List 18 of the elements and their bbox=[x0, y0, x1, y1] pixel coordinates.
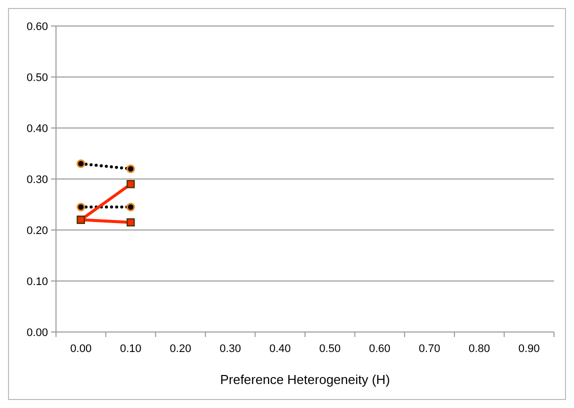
x-tick-label: 0.80 bbox=[468, 343, 490, 355]
x-tick-label: 0.90 bbox=[518, 343, 540, 355]
y-tick-label: 0.20 bbox=[26, 224, 48, 237]
y-tick-label: 0.10 bbox=[26, 276, 48, 288]
y-tick-label: 0.00 bbox=[26, 326, 48, 339]
x-tick-label: 0.10 bbox=[120, 343, 142, 355]
x-tick-label: 0.60 bbox=[368, 343, 390, 355]
x-tick-label: 0.30 bbox=[220, 343, 242, 355]
x-tick-label: 0.40 bbox=[269, 343, 291, 355]
x-tick-label: 0.20 bbox=[170, 343, 192, 355]
y-tick-label: 0.50 bbox=[26, 72, 48, 84]
x-tick-label: 0.70 bbox=[418, 343, 440, 355]
x-tick-label: 0.50 bbox=[319, 343, 341, 355]
x-axis-title: Preference Heterogeneity (H) bbox=[220, 372, 390, 387]
y-tick-label: 0.40 bbox=[26, 122, 48, 135]
y-tick-label: 0.60 bbox=[26, 20, 48, 33]
x-tick-label: 0.00 bbox=[70, 343, 92, 355]
y-tick-label: 0.30 bbox=[26, 174, 48, 186]
